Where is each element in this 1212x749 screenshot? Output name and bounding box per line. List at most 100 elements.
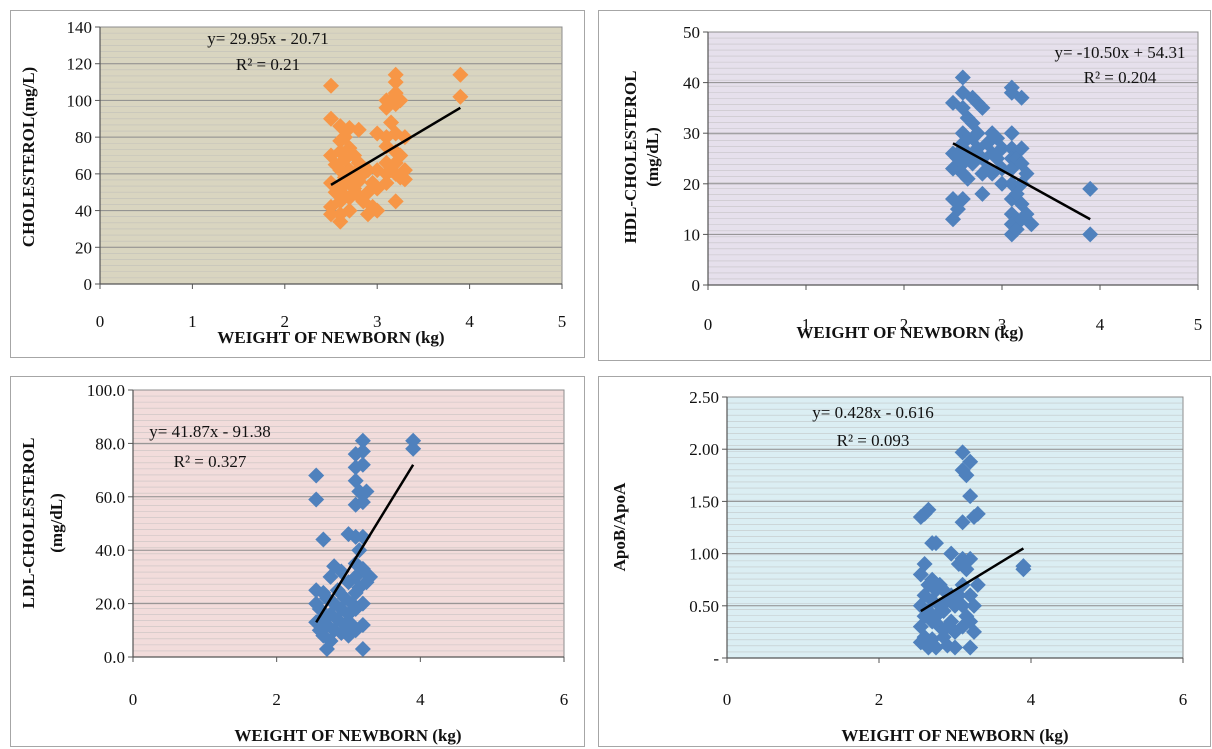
chart-panel-3: 0.0 20.0 40.0 60.0 80.0 100.0 0 2 4 6 y= 41.87x - … (10, 376, 585, 747)
r-squared-label: R² = 0.21 (236, 55, 300, 74)
data-point (974, 99, 991, 116)
x-tick-label: 0 (723, 690, 732, 709)
data-point (354, 443, 371, 460)
data-point (358, 483, 375, 500)
y-tick-label: 20 (75, 238, 92, 257)
trendline-equation: y= -10.50x + 54.31 (1054, 43, 1185, 62)
data-point (969, 125, 986, 142)
data-point (354, 432, 371, 449)
data-point (1013, 140, 1030, 157)
trendline (315, 464, 415, 623)
x-axis-label: WEIGHT OF NEWBORN (kg) (234, 726, 461, 745)
x-tick-label: 2 (900, 315, 909, 334)
trendline-equation: y= 41.87x - 91.38 (149, 422, 271, 441)
data-point (354, 595, 371, 612)
y-tick-label: 100.0 (87, 381, 125, 400)
y-tick-label: 2.50 (689, 388, 719, 407)
x-axis-label: WEIGHT OF NEWBORN (kg) (796, 323, 1023, 342)
data-point (958, 467, 975, 484)
data-point (354, 640, 371, 657)
data-point (954, 69, 971, 86)
data-point (962, 639, 979, 656)
x-tick-label: 4 (1096, 315, 1105, 334)
y-tick-label: 10 (683, 225, 700, 244)
data-point (994, 140, 1010, 157)
data-point (1082, 226, 1099, 243)
data-point (332, 213, 349, 230)
x-axis-label: WEIGHT OF NEWBORN (kg) (217, 328, 444, 347)
data-point (362, 568, 379, 585)
y-tick-label: 20.0 (95, 595, 125, 614)
trendline (952, 142, 1091, 221)
trendline (330, 106, 461, 186)
data-point (920, 501, 937, 518)
y-tick-label: 0 (84, 275, 93, 294)
y-tick-label: 100 (67, 91, 93, 110)
y-tick-label: - (713, 649, 719, 668)
y-axis-label: ApoB/ApoA (610, 482, 629, 572)
data-point (1018, 165, 1035, 182)
y-tick-label: 2.00 (689, 440, 719, 459)
data-point (452, 88, 469, 105)
y-axis-label: HDL-CHOLESTEROL (mg/dL) (621, 71, 662, 244)
data-point (387, 74, 404, 91)
data-point (1013, 89, 1030, 106)
y-tick-label: 30 (683, 124, 700, 143)
chart-panel-4: - 0.50 1.00 1.50 2.00 2.50 0 2 4 6 y= 0.428x - 0.6… (598, 376, 1211, 747)
y-axis-label-line: (mg/dL) (643, 127, 662, 187)
data-point (396, 129, 413, 146)
data-point (323, 77, 339, 94)
data-point (994, 175, 1010, 192)
data-point (396, 171, 413, 188)
x-tick-label: 4 (416, 690, 425, 709)
data-point (323, 206, 339, 223)
data-point (962, 453, 979, 470)
x-tick-label: 4 (465, 312, 474, 331)
y-tick-label: 120 (67, 55, 93, 74)
y-axis-label-line: (mg/dL) (47, 493, 66, 553)
x-tick-label: 2 (272, 690, 281, 709)
y-tick-label: 0 (692, 276, 701, 295)
data-point (966, 623, 982, 640)
y-tick-label: 140 (67, 18, 93, 37)
y-axis-label: CHOLESTEROL(mg/L) (19, 67, 38, 247)
y-tick-label: 1.00 (689, 545, 719, 564)
y-tick-label: 1.50 (689, 492, 719, 511)
data-point (405, 432, 422, 449)
y-tick-label: 40 (683, 74, 700, 93)
y-tick-label: 80 (75, 128, 92, 147)
data-point (452, 66, 469, 83)
r-squared-label: R² = 0.327 (174, 452, 247, 471)
data-series (308, 432, 422, 657)
x-tick-label: 0 (96, 312, 105, 331)
data-point (954, 444, 971, 461)
y-tick-label: 20 (683, 175, 700, 194)
y-tick-label: 0.0 (104, 648, 125, 667)
data-point (308, 491, 325, 508)
data-point (1003, 125, 1020, 142)
plot-area (726, 396, 1184, 659)
data-point (959, 170, 976, 187)
data-series (912, 444, 1032, 656)
data-point (315, 531, 332, 548)
data-point (341, 202, 358, 219)
x-tick-label: 5 (1194, 315, 1203, 334)
x-tick-label: 2 (281, 312, 290, 331)
data-point (916, 556, 933, 573)
x-tick-label: 0 (704, 315, 713, 334)
data-point (308, 467, 325, 484)
y-tick-label: 60 (75, 165, 92, 184)
y-tick-label: 40 (75, 202, 92, 221)
x-tick-label: 1 (802, 315, 811, 334)
y-tick-label: 80.0 (95, 434, 125, 453)
data-point (378, 175, 395, 192)
data-point (354, 456, 371, 473)
r-squared-label: R² = 0.204 (1084, 68, 1157, 87)
data-point (1023, 216, 1040, 233)
y-axis-label-line: LDL-CHOLESTEROL (19, 438, 38, 609)
x-tick-label: 6 (1179, 690, 1188, 709)
data-point (943, 545, 960, 562)
y-axis-label: LDL-CHOLESTEROL (mg/dL) (19, 438, 66, 609)
r-squared-label: R² = 0.093 (837, 431, 910, 450)
